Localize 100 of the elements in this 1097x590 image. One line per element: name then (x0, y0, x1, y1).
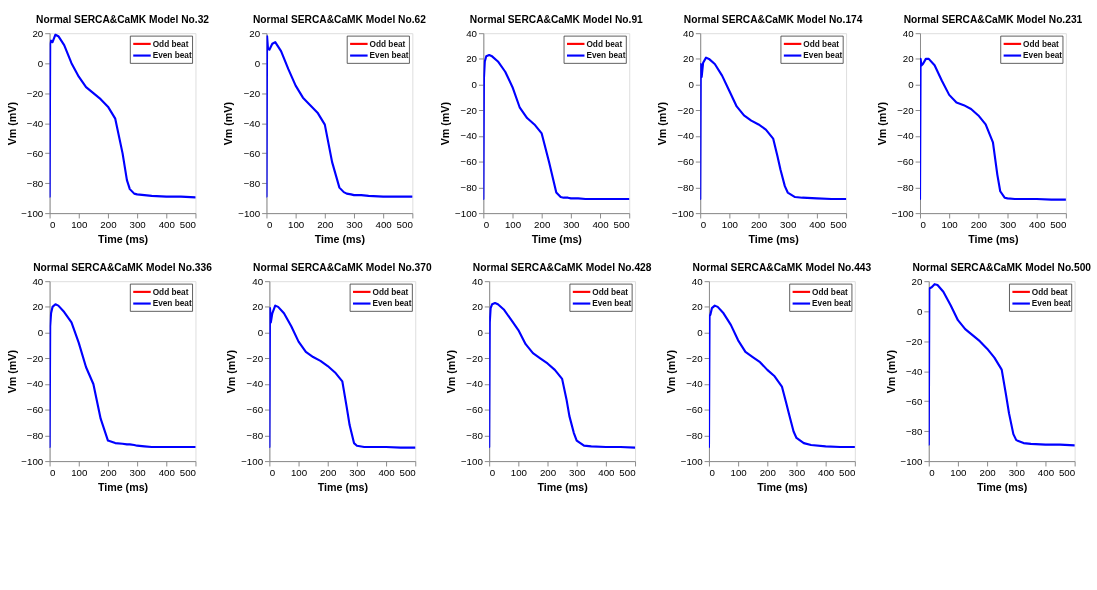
x-axis-title: Time (ms) (531, 232, 583, 245)
y-tick-label: −60 (26, 147, 44, 159)
y-tick-label: 40 (32, 275, 44, 287)
x-tick-label: 400 (158, 467, 176, 479)
x-tick-label: 100 (721, 219, 739, 231)
x-tick-label: 100 (730, 467, 748, 479)
y-tick-label: −100 (671, 207, 695, 219)
line-series (269, 304, 416, 449)
x-tick-label: 400 (1029, 219, 1046, 231)
x-tick-label: 100 (504, 219, 522, 231)
y-tick-label: 0 (917, 305, 924, 317)
x-axis-title: Time (ms) (968, 232, 1019, 245)
line-series (483, 53, 630, 201)
x-tick-label: 500 (839, 467, 856, 479)
y-tick-label: −20 (677, 104, 695, 116)
y-tick-label: 20 (683, 53, 695, 65)
y-tick-label: −20 (466, 352, 484, 364)
y-tick-label: 0 (257, 327, 264, 338)
x-tick-label: 200 (317, 219, 335, 231)
x-tick-label: 100 (71, 219, 88, 231)
y-tick-label: 40 (691, 275, 704, 287)
x-tick-label: 300 (999, 219, 1017, 231)
y-tick-label: −80 (466, 429, 484, 441)
x-tick-label: 100 (71, 467, 88, 479)
y-tick-label: −100 (21, 207, 44, 219)
x-tick-label: 100 (950, 467, 968, 479)
y-tick-label: −40 (677, 130, 695, 142)
x-tick-label: 200 (100, 219, 118, 231)
y-tick-label: −20 (686, 352, 704, 364)
y-tick-label: −60 (26, 404, 44, 416)
x-tick-label: 300 (346, 219, 364, 231)
y-tick-label: −80 (905, 425, 924, 437)
y-tick-label: 20 (32, 27, 44, 39)
y-tick-label: −100 (455, 207, 478, 219)
x-axis-title: Time (ms) (757, 480, 808, 493)
x-tick-label: 0 (269, 467, 276, 479)
x-tick-label: 400 (378, 467, 396, 479)
x-axis-title: Time (ms) (317, 480, 369, 493)
x-tick-label: 500 (1050, 219, 1067, 231)
y-tick-label: 0 (697, 327, 704, 338)
y-tick-label: 0 (688, 79, 695, 91)
x-tick-label: 0 (709, 467, 716, 479)
x-tick-label: 500 (830, 219, 848, 231)
line-series (266, 35, 413, 198)
y-axis-title: Vm (mV) (656, 101, 669, 146)
x-tick-label: 500 (396, 219, 414, 231)
y-tick-label: −40 (460, 130, 478, 142)
y-tick-label: −60 (897, 156, 915, 168)
y-tick-label: −100 (21, 455, 44, 467)
x-axis-title: Time (ms) (748, 232, 800, 245)
x-tick-label: 400 (1037, 467, 1055, 479)
chart-title: Normal SERCA&CaMK Model No.231 (903, 13, 1083, 25)
x-tick-label: 300 (788, 467, 806, 479)
x-tick-label: 400 (598, 467, 616, 479)
y-axis-title: Vm (mV) (884, 349, 897, 394)
y-axis-title: Vm (mV) (439, 101, 452, 146)
y-tick-label: −60 (243, 147, 261, 159)
x-tick-label: 400 (158, 219, 176, 231)
x-axis-title: Time (ms) (97, 232, 149, 245)
y-tick-label: 0 (477, 327, 484, 338)
x-tick-label: 0 (929, 467, 936, 479)
x-axis-title: Time (ms) (537, 480, 589, 493)
x-tick-label: 100 (941, 219, 959, 231)
x-tick-label: 500 (1058, 467, 1076, 479)
y-tick-label: −20 (460, 104, 478, 116)
x-tick-label: 200 (750, 219, 768, 231)
y-tick-label: 0 (37, 57, 44, 69)
y-tick-label: 0 (37, 327, 44, 338)
chart-title: Normal SERCA&CaMK Model No.443 (692, 261, 872, 273)
y-tick-label: −80 (897, 181, 915, 193)
x-tick-label: 500 (613, 219, 631, 231)
y-tick-label: −80 (246, 429, 264, 441)
y-tick-label: −60 (677, 156, 695, 168)
line-series (708, 304, 855, 449)
x-tick-label: 0 (266, 219, 273, 231)
x-tick-label: 400 (375, 219, 393, 231)
x-tick-label: 300 (569, 467, 586, 479)
x-tick-label: 300 (563, 219, 581, 231)
y-tick-label: −20 (246, 352, 264, 364)
chart-title: Normal SERCA&CaMK Model No.336 (33, 261, 213, 273)
y-tick-label: 20 (32, 301, 44, 313)
x-tick-label: 500 (619, 467, 637, 479)
y-tick-label: −40 (466, 378, 484, 390)
x-tick-label: 400 (809, 219, 827, 231)
chart-title: Normal SERCA&CaMK Model No.174 (683, 13, 863, 25)
x-tick-label: 300 (129, 219, 147, 231)
y-axis-title: Vm (mV) (875, 101, 888, 146)
y-tick-label: 20 (466, 53, 478, 65)
x-tick-label: 200 (979, 467, 997, 479)
x-tick-label: 500 (399, 467, 417, 479)
x-tick-label: 400 (818, 467, 835, 479)
x-tick-label: 500 (179, 219, 197, 231)
y-tick-label: 0 (254, 57, 261, 69)
chart-title: Normal SERCA&CaMK Model No.370 (253, 261, 432, 273)
y-tick-label: −40 (897, 130, 915, 142)
y-tick-label: −20 (905, 335, 924, 347)
y-tick-label: −80 (243, 177, 261, 189)
y-tick-label: −60 (466, 404, 484, 416)
y-tick-label: −20 (26, 87, 44, 99)
chart-title: Normal SERCA&CaMK Model No.500 (912, 261, 1092, 273)
